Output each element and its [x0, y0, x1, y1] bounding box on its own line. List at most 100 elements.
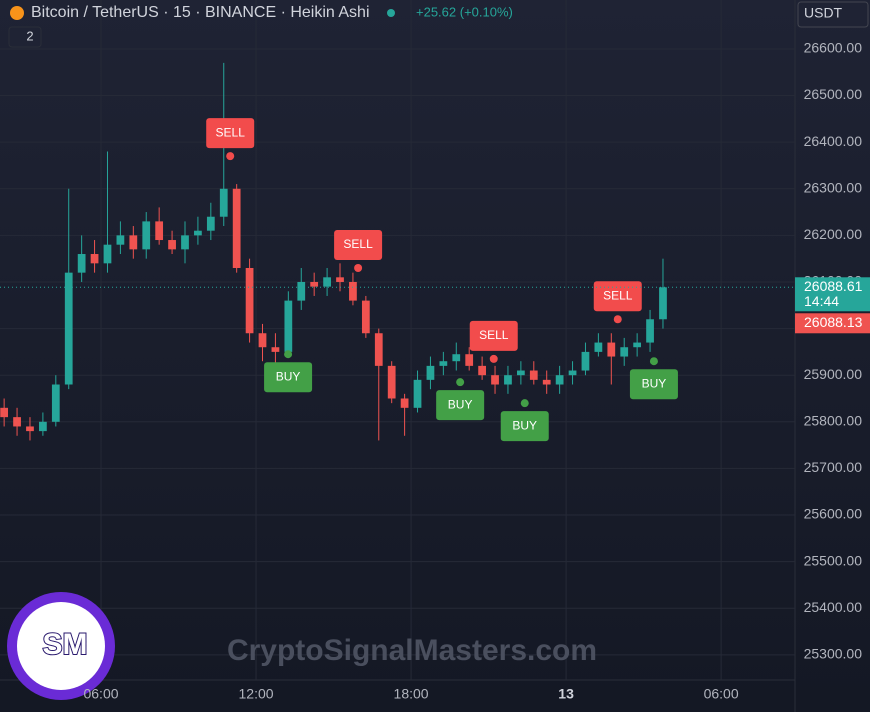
signal-label-box	[500, 411, 549, 442]
y-tick-label: 25400.00	[804, 599, 863, 615]
logo-inner	[17, 602, 105, 690]
signal-label: BUY	[512, 418, 537, 432]
candle-body	[103, 244, 112, 264]
coin-icon	[10, 6, 24, 20]
candle-body	[232, 188, 241, 268]
candle-body	[620, 347, 629, 357]
candle-body	[168, 240, 176, 250]
candle-body	[542, 379, 551, 385]
candle-body	[400, 398, 409, 408]
indicator-count: 2	[26, 28, 33, 43]
signal-point	[284, 350, 293, 359]
last-price: 26088.61	[804, 278, 863, 294]
candle-body	[13, 417, 21, 427]
y-tick-label: 25800.00	[804, 412, 863, 428]
x-tick-label: 13	[558, 686, 574, 702]
candle-body	[155, 221, 164, 241]
candle-body	[90, 254, 99, 264]
candle-body	[142, 221, 151, 250]
candle-body	[439, 361, 448, 366]
candle-body	[116, 235, 125, 245]
signal: SELL	[334, 229, 383, 272]
countdown: 14:44	[804, 293, 839, 309]
signal: BUY	[629, 357, 678, 400]
indicator-toggle[interactable]	[8, 26, 42, 48]
candle-body	[426, 365, 435, 380]
candle-body	[64, 272, 73, 385]
candle-body	[361, 300, 370, 334]
y-tick-label: 25600.00	[804, 506, 863, 522]
y-tick-label: 26400.00	[804, 133, 863, 149]
plot: SELL BUY SELL BUY SELL BUY SELL BUY	[0, 62, 795, 442]
signal-point	[489, 354, 498, 363]
candle-body	[0, 407, 9, 418]
signal-point	[613, 315, 622, 324]
signal: BUY	[436, 378, 485, 421]
y-tick-label: 25900.00	[804, 366, 863, 382]
candle-body	[387, 365, 396, 399]
signal-label: SELL	[603, 288, 633, 302]
y-tick-label: 26200.00	[804, 226, 863, 242]
candle-body	[413, 379, 422, 408]
last-price-box	[795, 277, 870, 312]
candle-body	[555, 375, 564, 385]
candle-body	[465, 354, 474, 366]
logo-text: SM	[43, 628, 88, 661]
signal: BUY	[500, 399, 549, 442]
signal: SELL	[206, 118, 255, 161]
candle-body	[245, 267, 254, 334]
y-tick-label: 26300.00	[804, 179, 863, 195]
candle-body	[646, 319, 654, 343]
y-tick-label: 25500.00	[804, 552, 863, 568]
signal-label-box	[436, 390, 485, 421]
signal-label: SELL	[479, 328, 509, 342]
signal: SELL	[469, 320, 518, 363]
candle-body	[206, 216, 215, 231]
candle-body	[181, 235, 189, 250]
x-tick-label: 06:00	[704, 686, 739, 702]
signal-point	[354, 263, 363, 272]
signal-label-box	[334, 229, 383, 260]
signal: BUY	[264, 350, 313, 393]
candle-body	[349, 281, 357, 301]
watermark: CryptoSignalMasters.com	[227, 634, 597, 667]
signal-label-box	[469, 320, 518, 351]
x-tick-label: 18:00	[394, 686, 429, 702]
signal-label: BUY	[276, 369, 301, 383]
y-tick-label: 25300.00	[804, 646, 863, 662]
currency: USDT	[804, 5, 843, 21]
signal-point	[456, 378, 465, 387]
signal-label: SELL	[216, 125, 246, 139]
candle-body	[516, 370, 525, 376]
candle-body	[504, 375, 512, 385]
candle-body	[39, 421, 47, 432]
signal-point	[226, 152, 235, 161]
candle-body	[491, 375, 499, 385]
status-dot	[387, 9, 395, 17]
signal-point	[520, 399, 529, 408]
currency-select[interactable]	[797, 1, 869, 28]
candle-body	[323, 277, 331, 287]
candle-body	[452, 354, 461, 362]
signal-label-box	[593, 281, 642, 312]
candle-body	[336, 277, 344, 282]
candle-body	[633, 342, 642, 348]
signal-label: BUY	[448, 397, 473, 411]
candle-body	[26, 426, 34, 432]
signal-point	[649, 357, 658, 366]
candle-body	[478, 365, 486, 376]
candle-body	[659, 287, 667, 320]
candle-body	[271, 347, 280, 352]
candle-body	[297, 281, 306, 301]
chart-title: Bitcoin / TetherUS · 15 · BINANCE · Heik…	[31, 4, 370, 21]
candle-body	[129, 235, 138, 250]
candle-body	[310, 281, 319, 287]
candle-body	[529, 370, 538, 380]
logo: SM	[7, 592, 115, 700]
price-change: +25.62 (+0.10%)	[416, 4, 513, 19]
candle-body	[284, 300, 293, 352]
signal-label: SELL	[343, 237, 373, 251]
candle-body	[51, 384, 60, 422]
